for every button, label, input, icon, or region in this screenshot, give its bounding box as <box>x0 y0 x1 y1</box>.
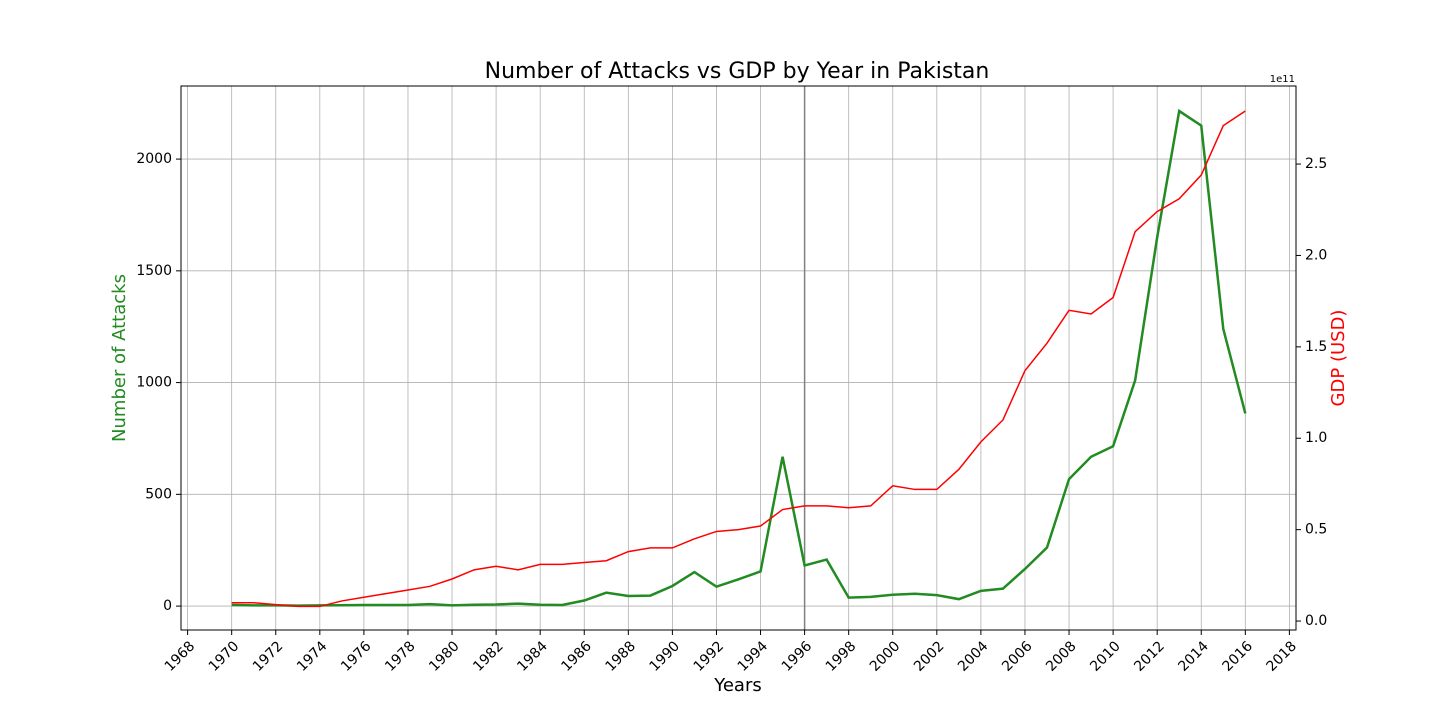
y2-axis-label: GDP (USD) <box>1328 310 1349 407</box>
y2-offset-label: 1e11 <box>1270 74 1295 85</box>
x-tick-label: 1976 <box>338 638 375 675</box>
y-tick-label: 2000 <box>136 151 172 167</box>
x-tick-label: 1972 <box>250 638 287 675</box>
x-tick-label: 1984 <box>514 638 551 675</box>
x-tick-label: 1980 <box>426 638 463 675</box>
x-tick-label: 2016 <box>1219 638 1256 675</box>
y-tick-label: 1000 <box>136 375 172 391</box>
x-axis-label: Years <box>713 675 762 696</box>
x-tick-label: 1996 <box>779 638 816 675</box>
x-tick-label: 1974 <box>294 638 331 675</box>
x-tick-label: 1978 <box>382 638 419 675</box>
data-line <box>231 108 1247 607</box>
x-tick-label: 2012 <box>1131 638 1168 675</box>
x-tick-label: 1992 <box>691 638 728 675</box>
x-tick-label: 1968 <box>162 638 199 675</box>
y2-tick-label: 2.5 <box>1305 156 1327 172</box>
x-tick-label: 2000 <box>867 638 904 675</box>
y-tick-label: 0 <box>163 598 172 614</box>
x-tick-label: 1988 <box>602 638 639 675</box>
y2-tick-label: 1.5 <box>1305 339 1327 355</box>
x-tick-label: 1994 <box>735 638 772 675</box>
y2-tick-label: 0.0 <box>1305 613 1327 629</box>
y2-tick-label: 1.0 <box>1305 430 1327 446</box>
y2-tick-label: 2.0 <box>1305 247 1327 263</box>
y-tick-label: 1500 <box>136 263 172 279</box>
x-tick-label: 2014 <box>1175 638 1212 675</box>
x-tick-label: 2006 <box>999 638 1036 675</box>
data-line <box>231 110 1246 608</box>
x-tick-label: 2010 <box>1087 638 1124 675</box>
x-tick-label: 1990 <box>647 638 684 675</box>
x-tick-label: 1982 <box>470 638 507 675</box>
chart-title: Number of Attacks vs GDP by Year in Paki… <box>485 59 990 84</box>
y2-tick-label: 0.5 <box>1305 522 1327 538</box>
x-tick-label: 1998 <box>823 638 860 675</box>
x-tick-label: 2018 <box>1264 638 1301 675</box>
plot-frame <box>180 85 1297 631</box>
x-tick-label: 1986 <box>558 638 595 675</box>
y-tick-label: 500 <box>145 486 172 502</box>
x-tick-label: 2008 <box>1043 638 1080 675</box>
x-tick-label: 2002 <box>911 638 948 675</box>
x-tick-label: 1970 <box>206 638 243 675</box>
y-axis-label: Number of Attacks <box>109 274 130 442</box>
x-tick-label: 2004 <box>955 638 992 675</box>
